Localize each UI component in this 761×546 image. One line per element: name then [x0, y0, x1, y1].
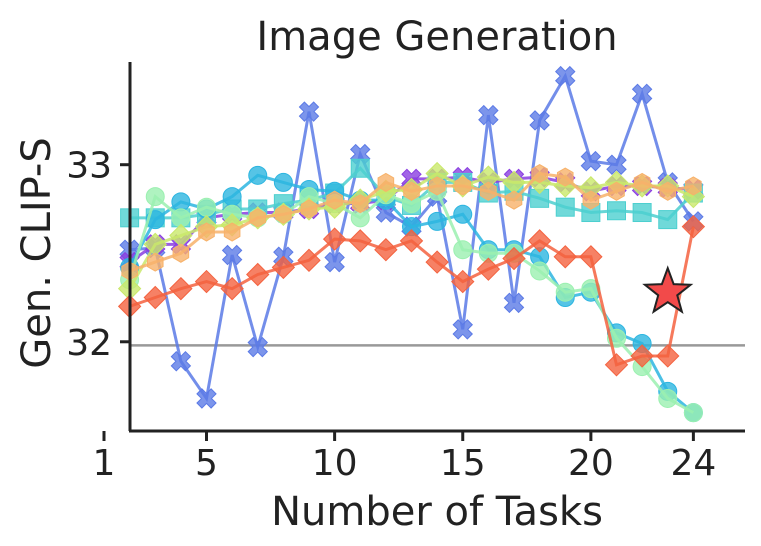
series-8-point	[271, 255, 296, 280]
x-tick-label: 20	[568, 443, 614, 484]
series-layer	[117, 65, 706, 423]
series-1-point	[196, 388, 217, 409]
series-8-point	[399, 229, 424, 253]
series-4-point	[248, 165, 268, 185]
series-8-point	[604, 353, 629, 377]
series-7-point	[608, 181, 625, 201]
series-7-point	[351, 194, 369, 214]
series-5-point	[683, 403, 703, 423]
series-7-point	[172, 243, 190, 263]
series-7-point	[505, 190, 523, 210]
series-1-point	[247, 336, 269, 358]
series-7-point	[300, 199, 318, 219]
series-1-point	[631, 83, 653, 105]
x-axis-label: Number of Tasks	[271, 489, 603, 535]
series-8-point	[220, 276, 244, 301]
series-8-point	[348, 229, 372, 253]
series-1-point	[478, 104, 499, 126]
series-1-point	[221, 244, 243, 266]
series-7-point	[685, 176, 702, 196]
series-7-point	[403, 181, 420, 201]
series-8-point	[246, 262, 270, 287]
series-7-point	[249, 208, 267, 228]
series-3-point	[607, 201, 626, 221]
series-5-point	[145, 187, 165, 207]
series-1-point	[324, 251, 345, 273]
series-8-point	[451, 269, 475, 294]
series-7-point	[531, 163, 548, 184]
series-8-point	[476, 257, 501, 281]
series-8-point	[527, 229, 552, 253]
series-7-point	[633, 172, 651, 192]
series-7-point	[146, 252, 164, 272]
series-8-point	[681, 214, 706, 239]
series-8-point	[553, 245, 577, 269]
series-3-point	[658, 210, 678, 230]
series-4-point	[427, 211, 447, 231]
series-3-point	[555, 197, 575, 217]
x-tick-label: 1	[93, 443, 116, 484]
series-8-point	[194, 269, 219, 294]
series-5-point	[197, 197, 216, 217]
series-5-point	[555, 282, 575, 302]
series-1-point	[170, 351, 192, 372]
series-8	[117, 214, 706, 377]
series-1-point	[580, 150, 602, 172]
series-8-point	[297, 248, 321, 273]
series-8-point	[322, 227, 347, 251]
y-axis-label: Gen. CLIP-S	[14, 137, 60, 368]
series-8-point	[374, 237, 398, 262]
y-tick-label: 33	[66, 146, 112, 187]
series-8-point	[579, 245, 603, 269]
series-8-point	[169, 276, 193, 301]
series-7-point	[428, 176, 446, 196]
series-7-point	[480, 181, 497, 201]
series-7	[121, 163, 702, 281]
series-7-point	[659, 181, 677, 201]
series-8-point	[143, 285, 167, 310]
series-7-point	[198, 222, 215, 242]
series-1-point	[298, 101, 320, 122]
series-1-point	[606, 154, 627, 175]
chart-title: Image Generation	[256, 14, 617, 60]
x-tick-label: 15	[440, 443, 486, 484]
series-8-point	[502, 246, 526, 271]
series-3-point	[632, 203, 652, 223]
x-tick-label: 5	[195, 443, 218, 484]
series-4-point	[453, 204, 473, 224]
highlight-star	[642, 265, 694, 314]
y-tick-label: 32	[66, 323, 112, 364]
series-1-point	[452, 319, 474, 340]
series-4-point	[222, 187, 242, 207]
series-7-point	[556, 167, 574, 187]
series-4-point	[273, 172, 293, 192]
x-tick-label: 10	[312, 443, 358, 484]
series-1-point	[529, 110, 550, 131]
series-5-point	[453, 240, 473, 260]
series-1-point	[554, 65, 576, 87]
series-7-point	[326, 190, 343, 210]
series-8-point	[425, 250, 449, 274]
highlight-layer	[642, 265, 694, 314]
series-8-point	[630, 344, 654, 368]
series-3-point	[350, 158, 370, 178]
series-7-point	[275, 204, 292, 224]
series-5-point	[658, 388, 678, 408]
series-1-point	[503, 292, 525, 314]
series-7-point	[582, 190, 600, 210]
series-7-point	[454, 176, 472, 196]
x-tick-label: 24	[670, 443, 716, 484]
series-5-point	[530, 261, 550, 281]
series-4-point	[171, 192, 191, 212]
series-7-point	[223, 222, 241, 242]
series-8-point	[656, 344, 680, 368]
series-7-point	[377, 172, 395, 192]
